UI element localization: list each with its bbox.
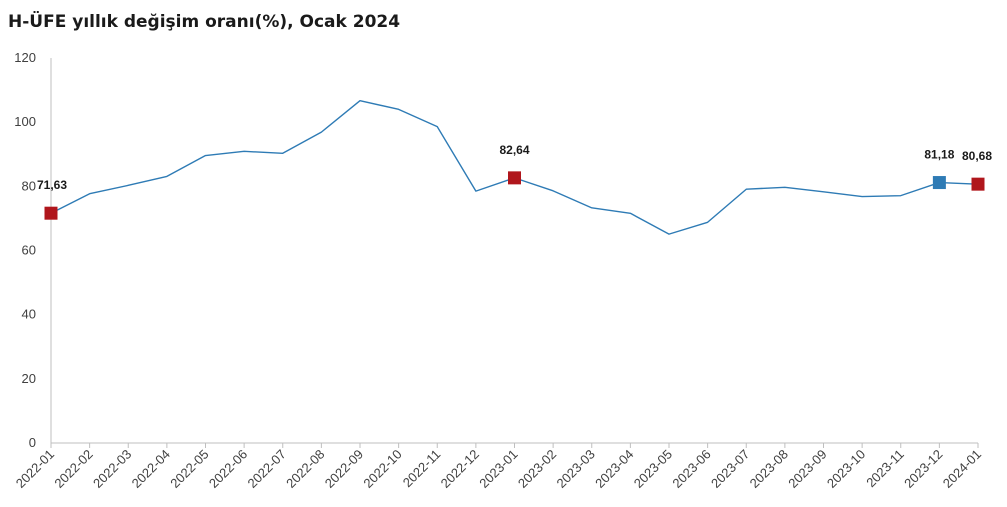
x-tick-label: 2023-04 <box>592 447 636 491</box>
x-tick-label: 2022-11 <box>400 447 444 491</box>
x-tick-label: 2022-09 <box>322 447 366 491</box>
data-label: 71,63 <box>37 178 67 192</box>
series-group <box>50 99 979 235</box>
y-tick-label: 120 <box>14 50 36 65</box>
highlight-markers <box>44 171 985 220</box>
data-labels: 71,63 82,64 81,18 80,68 <box>37 143 992 192</box>
y-tick-label: 80 <box>22 178 36 193</box>
y-tick-label: 100 <box>14 114 36 129</box>
x-tick-label: 2022-08 <box>283 447 327 491</box>
x-tick-label: 2023-06 <box>669 447 713 491</box>
chart-title: H-ÜFE yıllık değişim oranı(%), Ocak 2024 <box>8 12 401 32</box>
x-tick-label: 2023-03 <box>554 447 598 491</box>
x-axis: 2022-012022-022022-032022-042022-052022-… <box>13 442 984 491</box>
x-tick-label: 2023-09 <box>785 447 829 491</box>
x-tick-label: 2022-02 <box>51 447 95 491</box>
x-tick-label: 2023-07 <box>708 447 752 491</box>
data-point-marker <box>44 206 58 220</box>
y-tick-label: 60 <box>22 243 36 258</box>
x-tick-label: 2023-02 <box>515 447 559 491</box>
x-tick-label: 2022-04 <box>129 447 173 491</box>
data-label: 80,68 <box>962 149 992 163</box>
data-label: 82,64 <box>499 143 529 157</box>
x-tick-label: 2024-01 <box>940 447 984 491</box>
x-tick-label: 2022-10 <box>360 447 404 491</box>
x-tick-label: 2023-12 <box>901 447 945 491</box>
data-point-marker <box>971 177 985 191</box>
series-line <box>50 99 979 235</box>
y-tick-label: 40 <box>22 307 36 322</box>
data-point-marker <box>508 171 521 185</box>
x-tick-label: 2022-05 <box>167 447 211 491</box>
y-tick-label: 20 <box>22 371 36 386</box>
x-tick-label: 2022-06 <box>206 447 250 491</box>
x-tick-label: 2023-11 <box>863 447 907 491</box>
x-tick-label: 2022-01 <box>13 447 57 491</box>
data-label: 81,18 <box>924 148 954 162</box>
x-tick-label: 2023-10 <box>824 447 868 491</box>
x-tick-label: 2022-12 <box>438 447 482 491</box>
y-tick-label: 0 <box>29 435 36 450</box>
y-axis: 0 20 40 60 80 100 120 <box>14 50 52 450</box>
data-point-marker <box>932 176 946 190</box>
x-tick-label: 2023-08 <box>747 447 791 491</box>
x-tick-label: 2022-07 <box>245 447 289 491</box>
x-tick-label: 2022-03 <box>90 447 134 491</box>
x-tick-label: 2023-05 <box>631 447 675 491</box>
x-tick-label: 2023-01 <box>476 447 520 491</box>
